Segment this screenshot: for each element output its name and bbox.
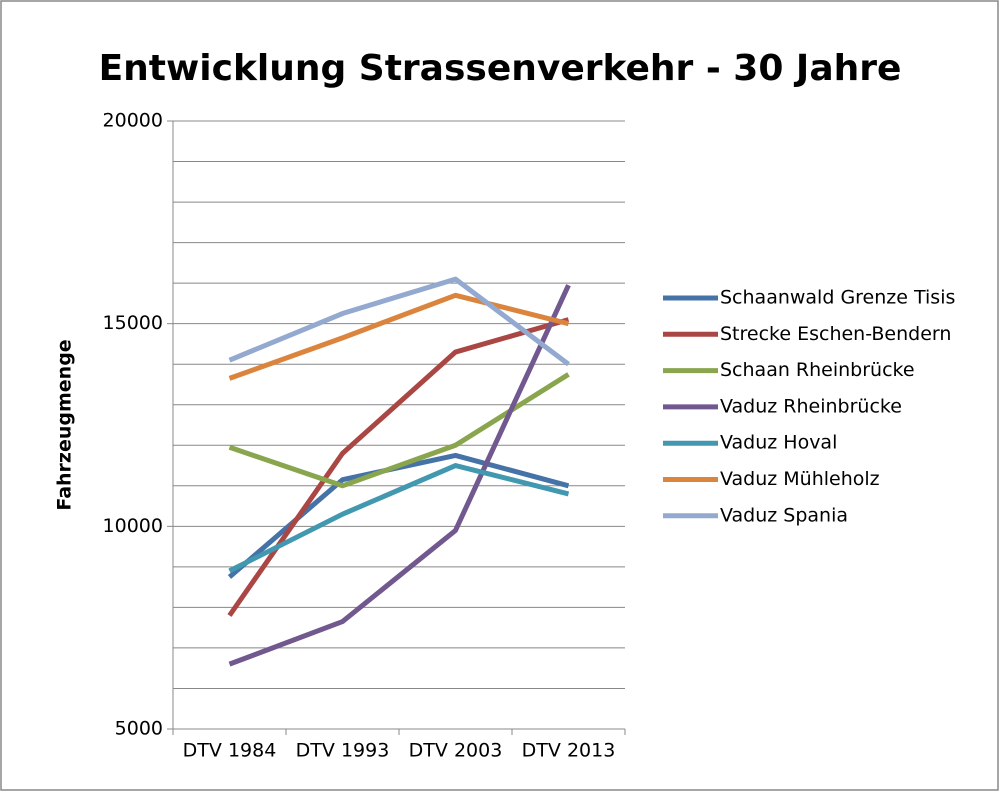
y-tick-label: 15000 [103,312,163,334]
legend-label: Vaduz Mühleholz [720,468,880,490]
y-axis-title: Fahrzeugmenge [54,339,76,510]
series-line [228,284,571,667]
series-line [228,292,570,381]
x-tick-label: DTV 1993 [296,740,390,762]
x-tick-label: DTV 2003 [409,740,503,762]
legend-label: Schaan Rheinbrücke [720,359,915,381]
legend-label: Schaanwald Grenze Tisis [720,287,955,309]
legend-label: Vaduz Hoval [720,432,837,454]
legend-label: Strecke Eschen-Bendern [720,323,951,345]
series-line [227,317,570,617]
series-line [228,463,570,574]
x-tick-label: DTV 1984 [183,740,277,762]
y-tick-label: 5000 [115,718,163,740]
series-line [228,276,571,367]
legend-label: Vaduz Spania [720,504,848,526]
x-tick-label: DTV 2013 [522,740,616,762]
y-tick-label: 10000 [103,515,163,537]
y-tick-label: 20000 [103,110,163,132]
chart-title: Entwicklung Strassenverkehr - 30 Jahre [99,48,902,89]
legend-label: Vaduz Rheinbrücke [720,395,902,417]
